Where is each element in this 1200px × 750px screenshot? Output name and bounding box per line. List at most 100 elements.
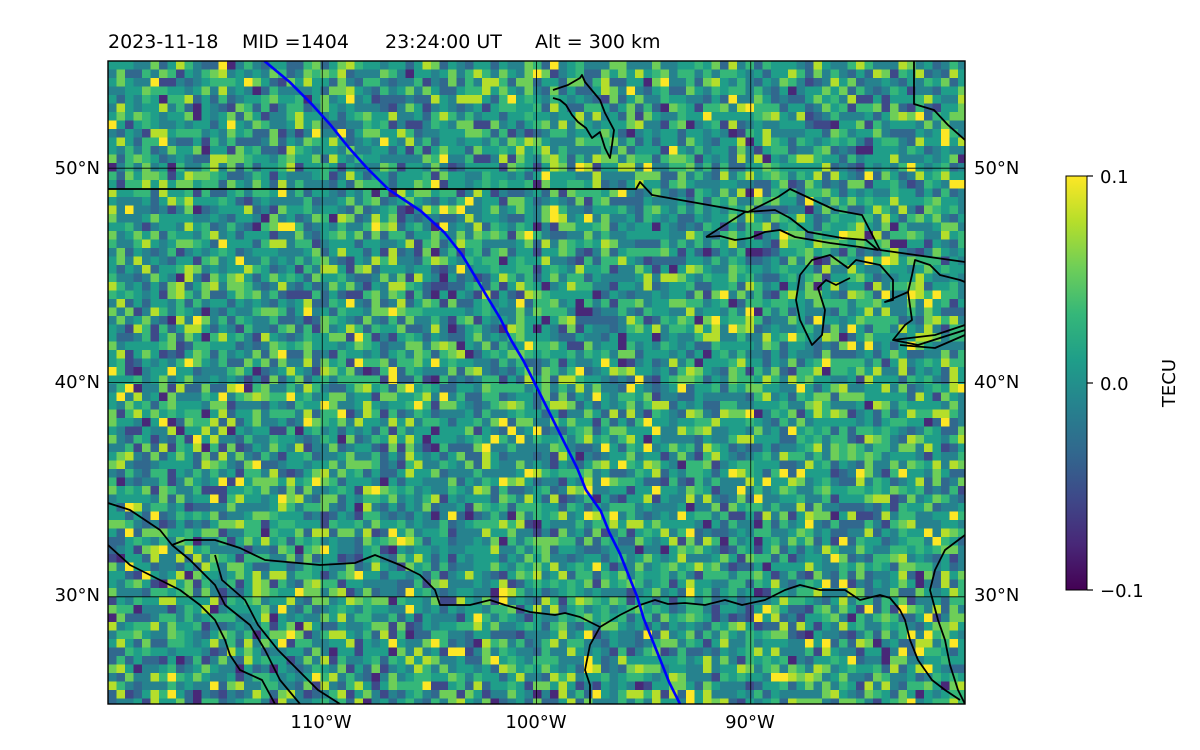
raster-cell xyxy=(618,197,627,206)
raster-cell xyxy=(414,248,423,257)
raster-cell xyxy=(371,188,381,198)
raster-cell xyxy=(422,324,432,334)
raster-cell xyxy=(329,469,338,478)
raster-cell xyxy=(303,384,313,393)
raster-cell xyxy=(932,435,942,444)
raster-cell xyxy=(567,367,576,376)
raster-cell xyxy=(499,367,508,376)
raster-cell xyxy=(337,367,347,376)
raster-cell xyxy=(380,256,389,266)
raster-cell xyxy=(312,282,321,291)
raster-cell xyxy=(558,112,568,121)
raster-cell xyxy=(711,256,721,266)
raster-cell xyxy=(839,341,848,351)
raster-cell xyxy=(295,205,304,215)
raster-cell xyxy=(847,282,857,291)
raster-cell xyxy=(108,426,117,436)
raster-cell xyxy=(856,282,865,291)
raster-cell xyxy=(346,350,355,359)
raster-cell xyxy=(737,316,746,325)
raster-cell xyxy=(473,316,483,325)
raster-cell xyxy=(244,146,253,155)
raster-cell xyxy=(907,426,916,436)
raster-cell xyxy=(881,222,891,232)
raster-cell xyxy=(363,282,372,291)
raster-cell xyxy=(269,171,279,181)
raster-cell xyxy=(397,350,406,359)
raster-cell xyxy=(652,392,661,402)
raster-cell xyxy=(813,95,823,104)
raster-cell xyxy=(125,426,134,436)
raster-cell xyxy=(346,290,355,300)
raster-cell xyxy=(660,307,670,317)
raster-cell xyxy=(839,256,848,266)
raster-cell xyxy=(788,350,797,359)
raster-cell xyxy=(193,333,202,342)
raster-cell xyxy=(354,290,364,300)
raster-cell xyxy=(932,146,942,155)
raster-cell xyxy=(941,299,950,308)
raster-cell xyxy=(524,78,534,87)
raster-cell xyxy=(499,180,508,189)
raster-cell xyxy=(133,265,143,274)
raster-cell xyxy=(677,384,687,393)
raster-cell xyxy=(108,95,117,104)
raster-cell xyxy=(839,197,848,206)
raster-cell xyxy=(626,180,636,189)
raster-cell xyxy=(754,367,763,376)
raster-cell xyxy=(167,69,177,79)
raster-cell xyxy=(116,137,126,147)
raster-cell xyxy=(235,452,245,461)
raster-cell xyxy=(125,103,134,113)
raster-cell xyxy=(176,231,185,240)
raster-cell xyxy=(337,392,347,402)
raster-cell xyxy=(720,409,729,419)
raster-cell xyxy=(125,282,134,291)
raster-cell xyxy=(210,384,219,393)
raster-cell xyxy=(150,384,160,393)
raster-cell xyxy=(660,171,670,181)
raster-cell xyxy=(737,469,746,478)
raster-cell xyxy=(762,265,772,274)
raster-cell xyxy=(558,324,568,334)
raster-cell xyxy=(201,69,211,79)
raster-cell xyxy=(669,358,678,368)
raster-cell xyxy=(278,265,287,274)
raster-cell xyxy=(337,78,347,87)
raster-cell xyxy=(218,443,228,453)
raster-cell xyxy=(694,137,704,147)
raster-cell xyxy=(431,231,440,240)
raster-cell xyxy=(397,375,406,385)
raster-cell xyxy=(941,163,950,172)
raster-cell xyxy=(167,214,177,223)
raster-cell xyxy=(295,180,304,189)
raster-cell xyxy=(422,146,432,155)
raster-cell xyxy=(371,180,381,189)
raster-cell xyxy=(626,435,636,444)
raster-cell xyxy=(337,307,347,317)
raster-cell xyxy=(235,333,245,342)
raster-cell xyxy=(686,435,695,444)
raster-cell xyxy=(796,350,806,359)
raster-cell xyxy=(873,171,882,181)
raster-cell xyxy=(873,384,882,393)
raster-cell xyxy=(150,78,160,87)
raster-cell xyxy=(822,214,831,223)
raster-cell xyxy=(711,86,721,96)
raster-cell xyxy=(159,409,168,419)
raster-cell xyxy=(295,443,304,453)
raster-cell xyxy=(337,154,347,164)
raster-cell xyxy=(864,452,874,461)
raster-cell xyxy=(898,435,908,444)
raster-cell xyxy=(278,392,287,402)
raster-cell xyxy=(227,401,236,410)
raster-cell xyxy=(788,86,797,96)
raster-cell xyxy=(941,341,950,351)
raster-cell xyxy=(822,180,831,189)
raster-cell xyxy=(295,112,304,121)
raster-cell xyxy=(439,180,449,189)
raster-cell xyxy=(125,214,134,223)
raster-cell xyxy=(354,375,364,385)
raster-cell xyxy=(201,460,211,470)
raster-cell xyxy=(482,95,491,104)
